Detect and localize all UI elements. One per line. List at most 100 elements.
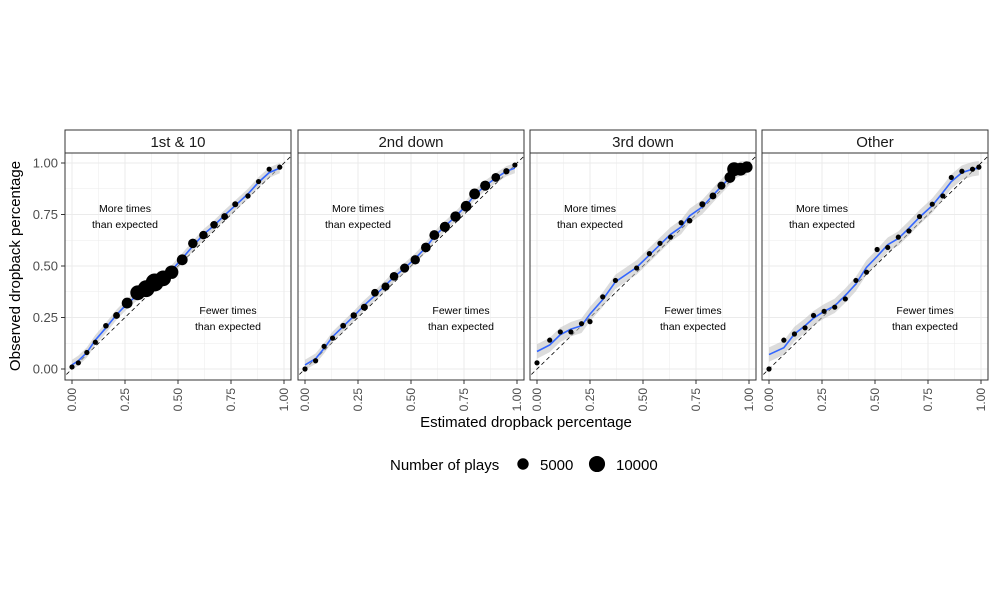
annotation-upper: More times xyxy=(332,203,384,215)
y-tick-label: 0.75 xyxy=(33,207,58,222)
data-point xyxy=(503,168,510,175)
data-point xyxy=(469,188,480,200)
data-point xyxy=(400,263,410,273)
data-point xyxy=(568,329,574,335)
data-point xyxy=(634,265,640,271)
legend-items: 5000 10000 xyxy=(517,455,658,474)
facet-panel: 3rd down More times than expected Fewer tim… xyxy=(529,129,757,412)
data-point xyxy=(863,269,870,275)
annotation-upper: More times xyxy=(564,203,616,215)
data-point xyxy=(113,312,120,319)
data-point xyxy=(450,211,461,222)
data-point xyxy=(810,312,817,319)
data-point xyxy=(221,213,229,220)
panel-content xyxy=(530,155,756,377)
data-point xyxy=(940,193,946,199)
y-tick-label: 0.00 xyxy=(33,362,58,377)
data-point xyxy=(534,360,540,366)
data-point xyxy=(381,282,390,291)
annotation-upper: than expected xyxy=(789,219,855,231)
x-tick-label: 0.50 xyxy=(868,388,882,412)
data-point xyxy=(821,308,827,314)
data-point xyxy=(389,271,399,281)
facet-title: 1st & 10 xyxy=(150,134,205,151)
x-tick-label: 1.00 xyxy=(277,388,291,412)
reference-line xyxy=(762,155,988,377)
data-point xyxy=(512,162,518,168)
x-tick-label: 0.75 xyxy=(224,388,238,412)
facet-title: 3rd down xyxy=(612,134,674,151)
data-point xyxy=(199,230,208,240)
gridlines xyxy=(298,153,524,380)
data-point xyxy=(491,173,501,182)
data-point xyxy=(480,180,491,191)
x-tick-label: 0.00 xyxy=(530,388,544,412)
x-tick-label: 0.25 xyxy=(118,388,132,412)
x-tick-label: 0.25 xyxy=(815,388,829,412)
facet-panel: 2nd down More times than expected Fewer tim… xyxy=(297,129,525,412)
data-point xyxy=(266,166,272,172)
annotation-upper: More times xyxy=(796,203,848,215)
data-point xyxy=(766,366,772,372)
data-point xyxy=(853,277,859,284)
data-point xyxy=(329,335,336,341)
data-point xyxy=(657,240,663,246)
data-point xyxy=(678,220,684,226)
data-point xyxy=(547,337,553,343)
fit-line xyxy=(304,167,516,366)
legend-key xyxy=(517,458,529,470)
data-point xyxy=(277,164,283,170)
data-point xyxy=(832,304,838,310)
x-tick-label: 0.25 xyxy=(351,388,365,412)
legend-key xyxy=(588,455,606,473)
annotation-lower: Fewer times xyxy=(432,305,489,317)
panel-content xyxy=(762,155,988,377)
confidence-band xyxy=(305,163,515,371)
data-point xyxy=(916,213,923,220)
data-point xyxy=(302,366,308,372)
x-tick-label: 0.50 xyxy=(404,388,418,412)
data-point xyxy=(360,303,368,311)
data-point xyxy=(802,325,808,331)
data-point xyxy=(69,364,75,370)
data-point xyxy=(948,174,954,181)
data-point xyxy=(781,337,787,343)
legend-label: 5000 xyxy=(540,457,573,474)
fit-line xyxy=(768,167,980,356)
x-tick-label: 0.75 xyxy=(689,388,703,412)
data-point xyxy=(686,217,693,224)
data-point xyxy=(210,221,218,229)
size-legend: Number of plays 5000 10000 xyxy=(390,455,658,474)
panel-content xyxy=(65,155,291,377)
data-point xyxy=(906,228,912,234)
data-point xyxy=(646,251,652,257)
annotation-lower: than expected xyxy=(660,321,726,333)
data-point xyxy=(429,230,440,241)
data-point xyxy=(176,254,188,266)
annotation-upper: than expected xyxy=(557,219,623,231)
data-point xyxy=(460,200,472,212)
annotation-lower: than expected xyxy=(428,321,494,333)
panel-content xyxy=(298,155,524,377)
facet-title: 2nd down xyxy=(378,134,443,151)
data-point xyxy=(84,349,90,356)
data-point xyxy=(75,360,81,366)
data-point xyxy=(350,312,357,319)
data-point xyxy=(791,331,798,337)
facet-panels: 1st & 10 More times than expected Fewer tim… xyxy=(33,129,989,412)
annotation-upper: than expected xyxy=(325,219,391,231)
x-tick-label: 0.25 xyxy=(583,388,597,412)
annotation-lower: Fewer times xyxy=(199,305,256,317)
data-point xyxy=(741,161,753,173)
data-point xyxy=(255,178,262,185)
data-point xyxy=(121,297,133,309)
data-point xyxy=(612,277,619,284)
data-point xyxy=(188,238,198,249)
facet-title: Other xyxy=(856,134,894,151)
legend-label: 10000 xyxy=(616,457,658,474)
x-tick-label: 0.75 xyxy=(457,388,471,412)
data-point xyxy=(245,193,251,199)
data-point xyxy=(313,358,319,364)
annotation-upper: More times xyxy=(99,203,151,215)
